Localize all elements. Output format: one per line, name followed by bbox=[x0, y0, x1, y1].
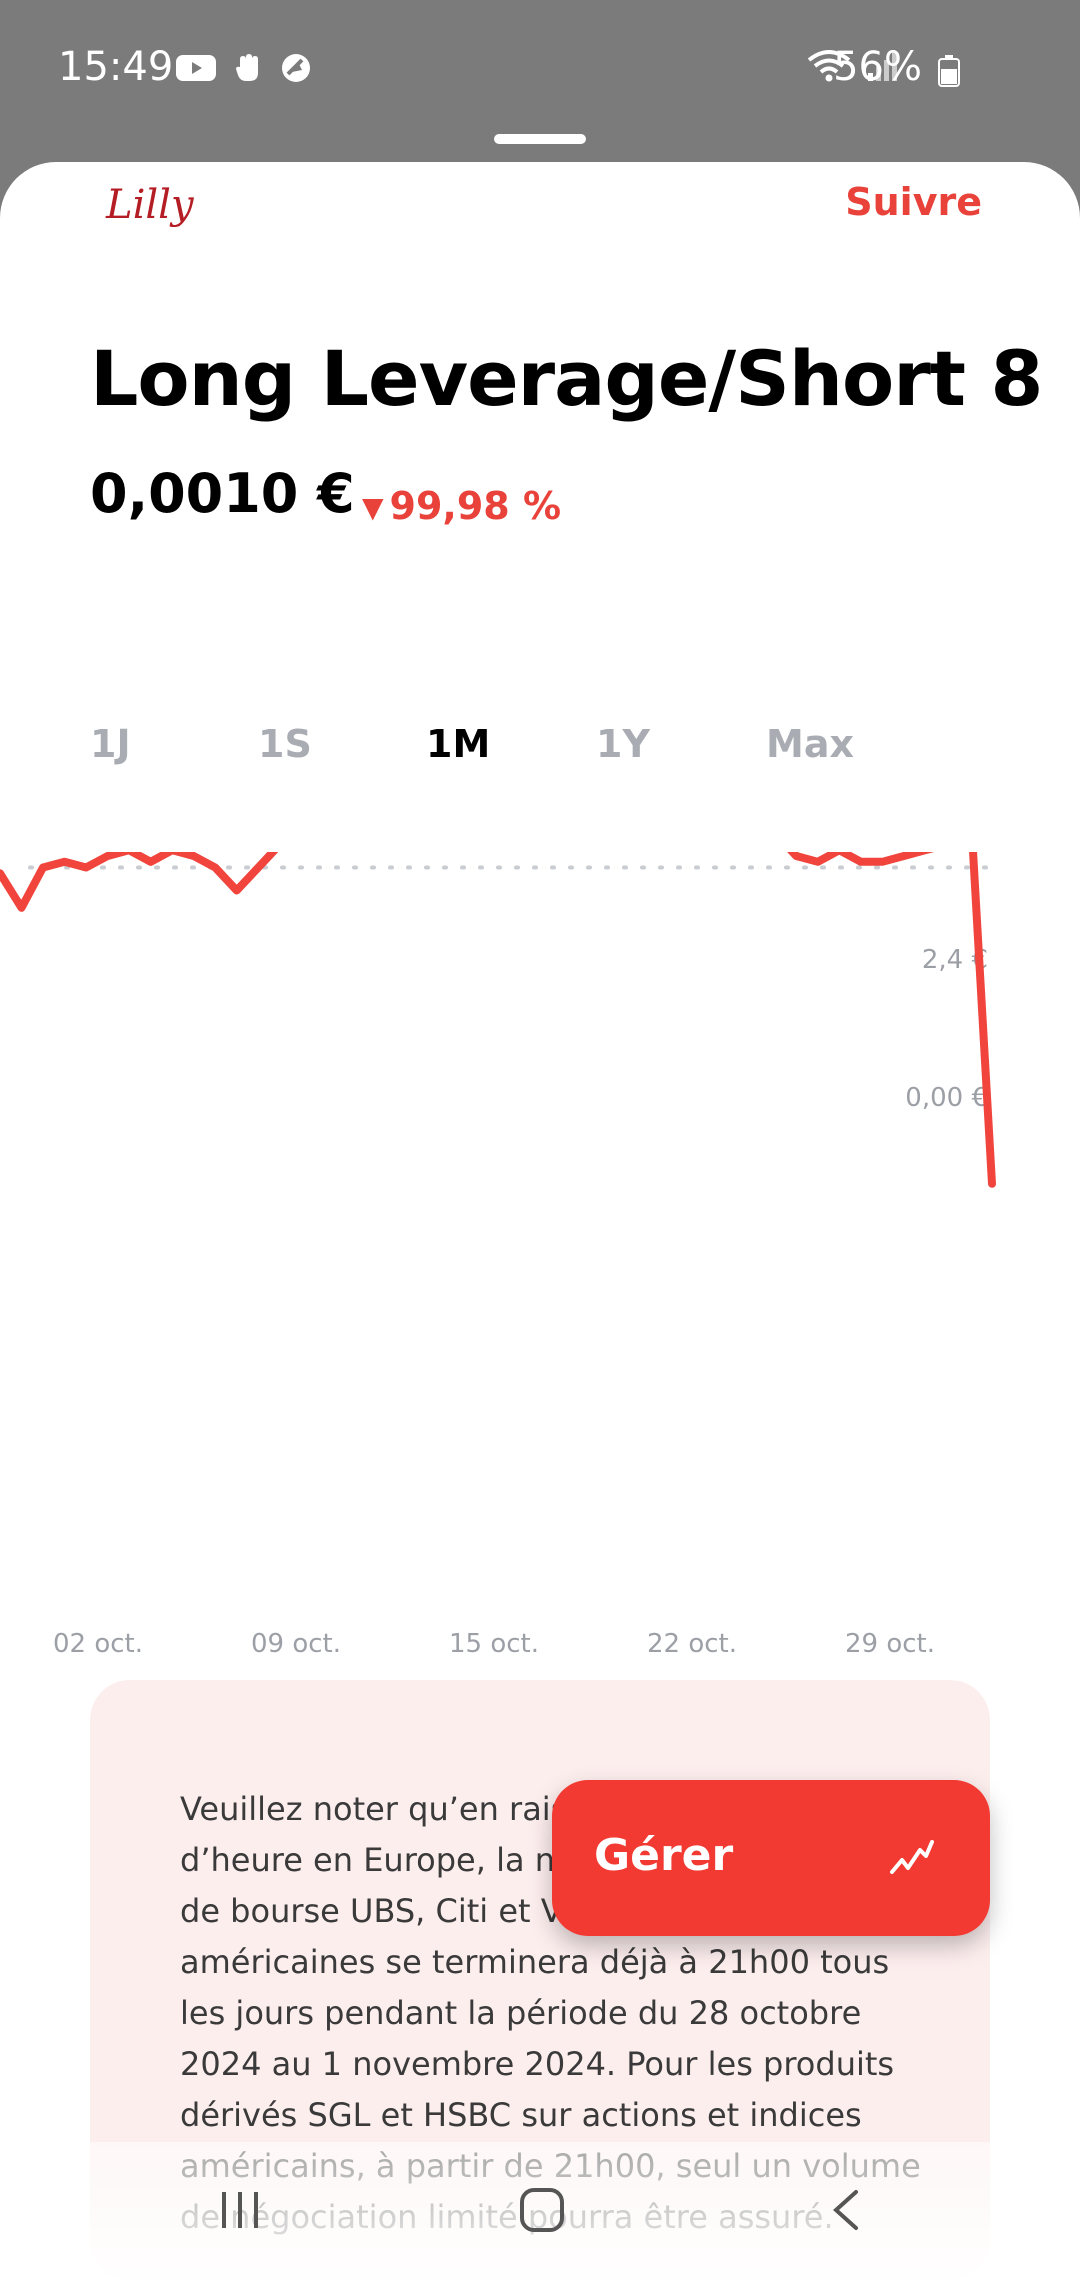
battery-icon bbox=[938, 55, 960, 87]
x-tick-label: 22 oct. bbox=[647, 1629, 737, 1659]
tab-1s[interactable]: 1S bbox=[258, 722, 312, 766]
price-chart[interactable]: 7,1 €4,8 €2,4 €0,00 € 02 oct.09 oct.15 o… bbox=[0, 852, 1080, 1712]
status-time: 15:49 bbox=[58, 44, 174, 90]
product-price: 0,0010 € bbox=[90, 462, 355, 525]
tab-1j[interactable]: 1J bbox=[90, 722, 131, 766]
manage-button[interactable]: Gérer bbox=[552, 1780, 990, 1936]
youtube-icon bbox=[176, 55, 216, 81]
home-icon[interactable] bbox=[518, 2186, 566, 2234]
price-change: ▼ 99,98 % bbox=[362, 484, 561, 528]
tab-max[interactable]: Max bbox=[766, 722, 854, 766]
follow-button[interactable]: Suivre bbox=[845, 180, 982, 224]
chart-series-line bbox=[0, 852, 996, 1188]
period-tabs: 1J 1S 1M 1Y Max bbox=[90, 722, 990, 782]
tab-1m[interactable]: 1M bbox=[426, 722, 491, 766]
product-sheet: Lilly Suivre Long Leverage/Short 8 0,001… bbox=[0, 162, 1080, 2280]
x-tick-label: 09 oct. bbox=[251, 1629, 341, 1659]
chart-trend-icon bbox=[890, 1840, 934, 1874]
bottom-fade-overlay bbox=[0, 2142, 1080, 2280]
y-tick-label: 0,00 € bbox=[905, 1083, 988, 1113]
blocked-icon bbox=[282, 54, 310, 82]
signal-icon bbox=[868, 52, 897, 81]
status-notification-icons bbox=[176, 52, 312, 84]
status-bar: 15:49 56% bbox=[0, 0, 1080, 140]
back-icon[interactable] bbox=[826, 2188, 866, 2232]
product-title: Long Leverage/Short 8 bbox=[90, 334, 1043, 423]
recent-apps-icon[interactable] bbox=[218, 2188, 262, 2232]
status-system-icons bbox=[806, 48, 900, 84]
battery-percentage: 56% bbox=[833, 44, 922, 90]
tab-1y[interactable]: 1Y bbox=[596, 722, 650, 766]
x-tick-label: 15 oct. bbox=[449, 1629, 539, 1659]
issuer-logo: Lilly bbox=[106, 182, 194, 228]
wifi-icon bbox=[807, 50, 851, 82]
sheet-drag-handle[interactable] bbox=[494, 134, 586, 144]
manage-button-label: Gérer bbox=[594, 1830, 734, 1881]
price-change-value: 99,98 % bbox=[389, 484, 562, 528]
x-tick-label: 02 oct. bbox=[53, 1629, 143, 1659]
x-tick-label: 29 oct. bbox=[845, 1629, 935, 1659]
system-navbar bbox=[0, 2180, 1080, 2280]
hand-notification-icon bbox=[236, 54, 258, 81]
arrow-down-icon: ▼ bbox=[362, 491, 384, 524]
